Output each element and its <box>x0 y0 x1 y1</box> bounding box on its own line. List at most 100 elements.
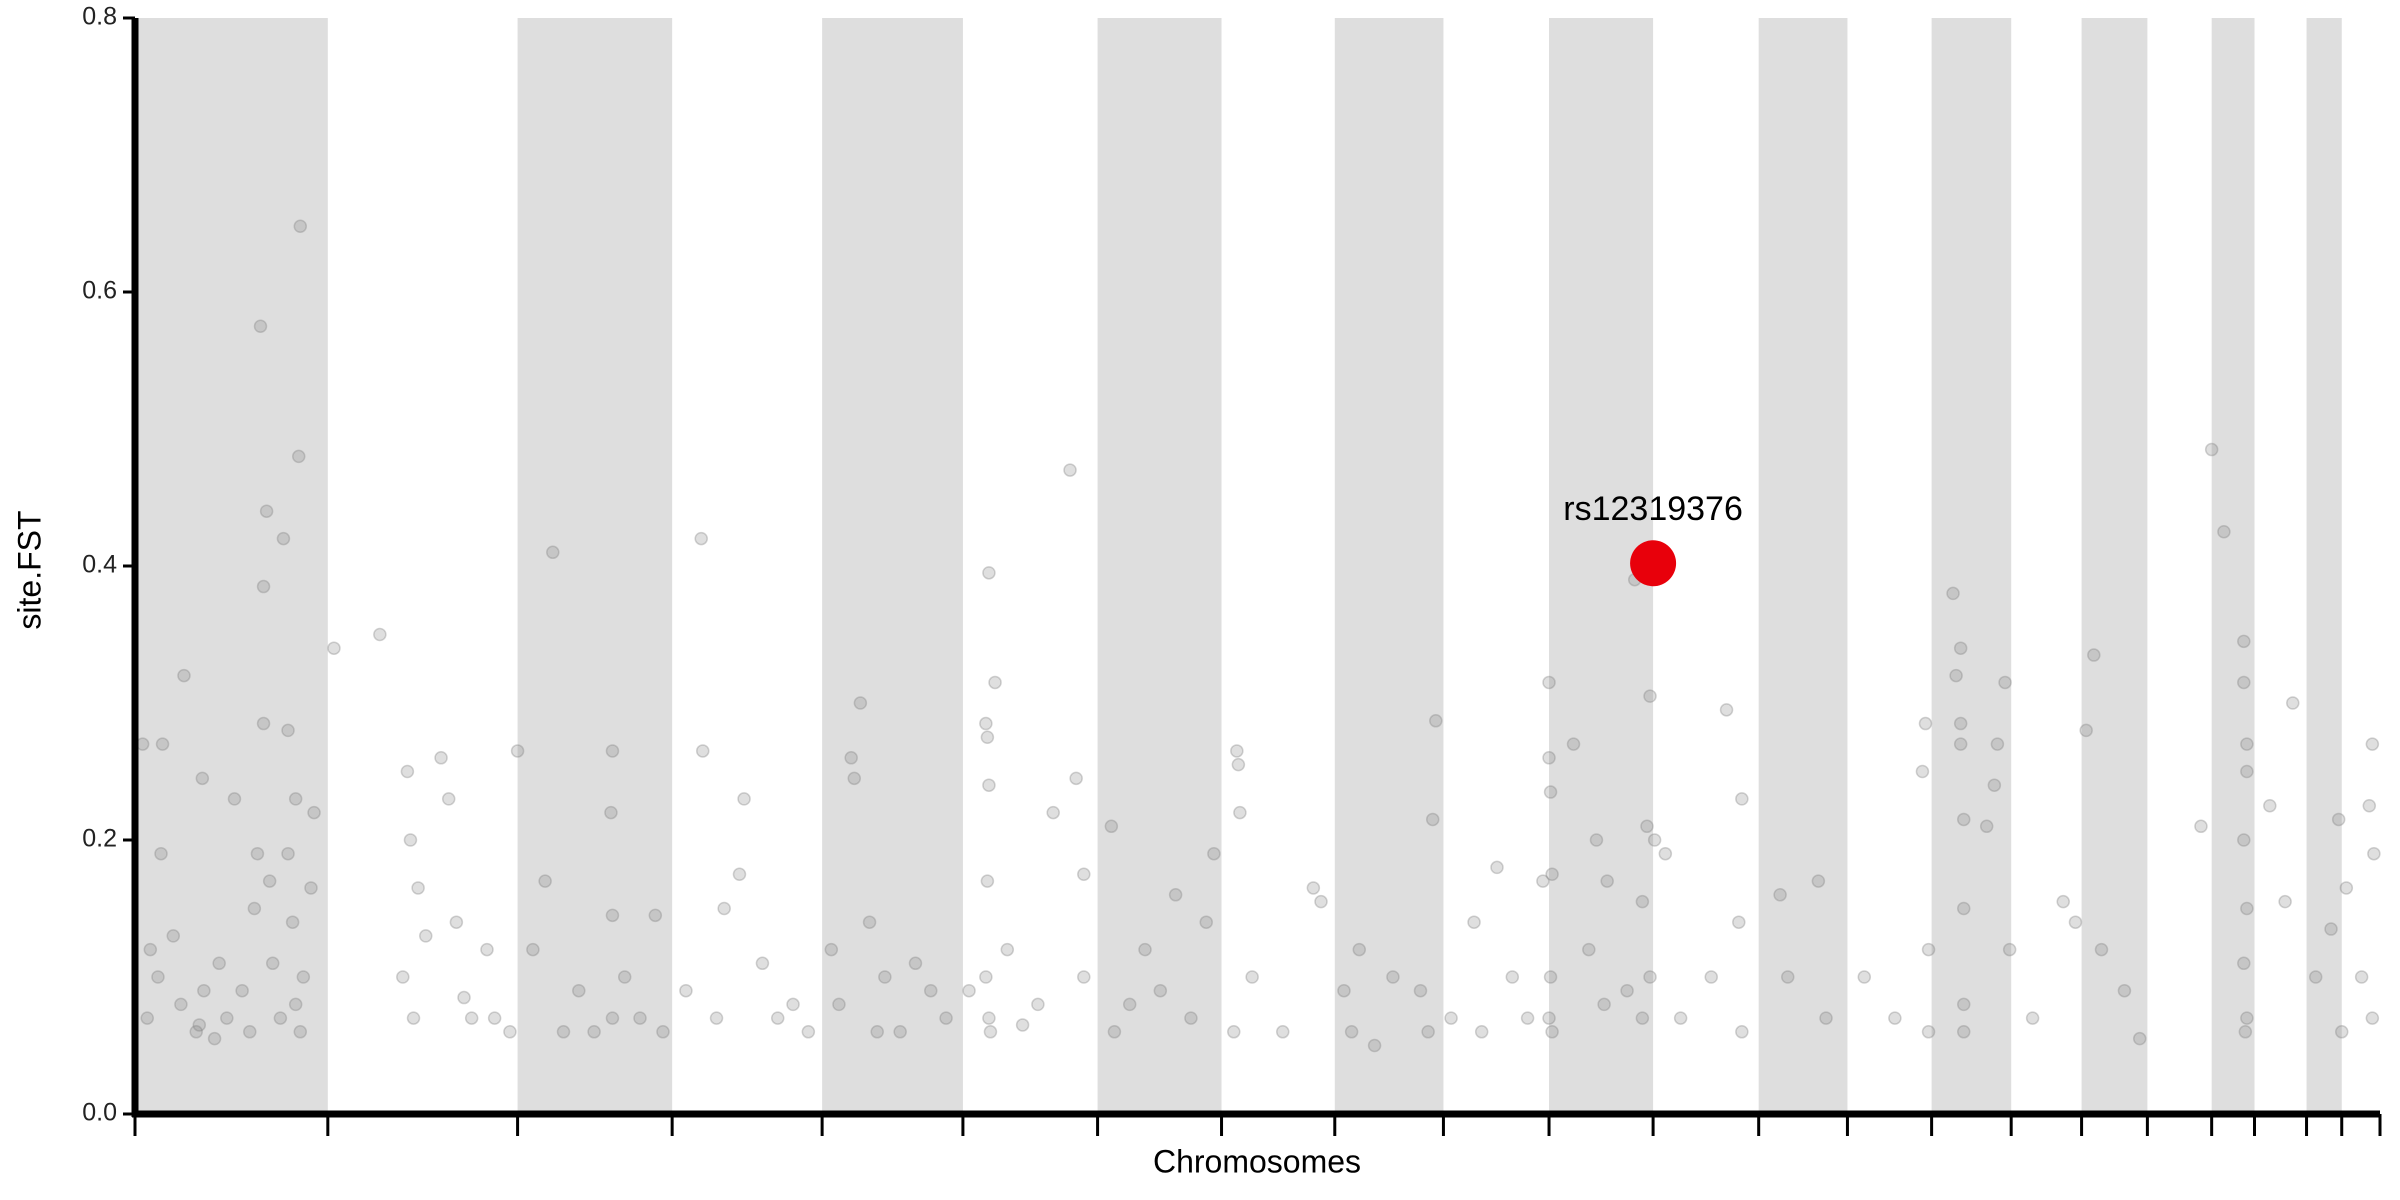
point <box>2334 1025 2349 1039</box>
point <box>893 1025 907 1039</box>
point <box>1077 867 1091 881</box>
point <box>1589 833 1604 847</box>
point <box>288 997 303 1012</box>
point <box>1276 1025 1290 1039</box>
point <box>2094 942 2109 957</box>
point <box>177 668 191 683</box>
point <box>1635 1011 1650 1025</box>
point <box>1781 970 1795 984</box>
point <box>1953 641 1968 655</box>
point <box>1474 1025 1489 1039</box>
point <box>770 1011 785 1025</box>
y-tick-label: 0.6 <box>82 277 117 305</box>
point <box>1998 675 2012 690</box>
point <box>296 970 311 984</box>
point <box>526 942 540 957</box>
point <box>2240 901 2254 916</box>
point <box>1231 757 1246 772</box>
point <box>1490 860 1504 875</box>
point <box>717 901 731 916</box>
point <box>1566 737 1581 751</box>
point <box>1104 819 1119 834</box>
chromosome-band <box>1931 18 2012 1114</box>
point <box>546 545 560 560</box>
point <box>1542 675 1556 690</box>
chromosome-band <box>2211 18 2255 1114</box>
point <box>1069 771 1083 786</box>
point <box>1444 1011 1458 1025</box>
point <box>737 792 751 806</box>
point <box>291 449 306 464</box>
point <box>1946 586 1960 601</box>
point <box>207 1031 222 1046</box>
point <box>604 805 618 820</box>
point <box>1773 888 1787 902</box>
point <box>396 970 410 984</box>
point <box>1673 1011 1688 1025</box>
point <box>1233 805 1247 820</box>
point <box>273 1011 288 1025</box>
point <box>227 792 242 806</box>
point <box>962 983 976 998</box>
point <box>1704 970 1718 984</box>
point <box>373 627 387 642</box>
point <box>2056 894 2070 909</box>
point <box>1138 942 1152 957</box>
point <box>694 531 708 546</box>
point <box>457 990 471 1005</box>
point <box>1719 703 1734 717</box>
point <box>1635 894 1650 909</box>
point <box>195 771 210 786</box>
point <box>605 908 620 923</box>
point <box>1245 970 1259 984</box>
point <box>293 1025 308 1039</box>
point-annotation: rs12319376 <box>1563 490 1743 528</box>
point <box>1542 751 1556 765</box>
point <box>801 1025 816 1039</box>
point <box>487 1011 502 1025</box>
point <box>2117 983 2132 998</box>
point <box>1921 942 1936 957</box>
point <box>1153 983 1168 998</box>
point <box>276 531 291 546</box>
point <box>1915 764 1930 779</box>
point <box>464 1011 479 1025</box>
point <box>1199 915 1213 929</box>
point <box>247 901 262 916</box>
point <box>449 915 464 929</box>
point <box>1979 819 1994 834</box>
point <box>1429 714 1443 728</box>
point <box>1386 970 1400 984</box>
point <box>400 764 415 779</box>
point <box>2308 970 2323 984</box>
point <box>293 219 308 233</box>
chromosome-band <box>1097 18 1222 1114</box>
y-axis-title: site.FST <box>11 510 47 629</box>
point <box>197 983 211 998</box>
point <box>143 942 158 957</box>
point <box>878 970 892 984</box>
point <box>824 942 839 957</box>
point <box>480 942 494 957</box>
point <box>2240 764 2254 779</box>
point <box>1582 942 1596 957</box>
point <box>2365 737 2380 751</box>
point <box>1107 1025 1122 1039</box>
point <box>1811 874 1826 888</box>
point <box>1990 737 2005 751</box>
point <box>256 579 271 594</box>
point <box>1953 737 1968 751</box>
point <box>908 956 923 971</box>
point <box>1545 1025 1559 1039</box>
point <box>556 1025 571 1039</box>
y-tick-label: 0.2 <box>82 825 117 853</box>
point <box>1987 778 2002 792</box>
point <box>253 319 268 333</box>
point <box>419 929 433 943</box>
point <box>587 1025 601 1039</box>
point <box>1344 1025 1359 1039</box>
point <box>2354 970 2369 984</box>
point <box>1337 983 1351 998</box>
